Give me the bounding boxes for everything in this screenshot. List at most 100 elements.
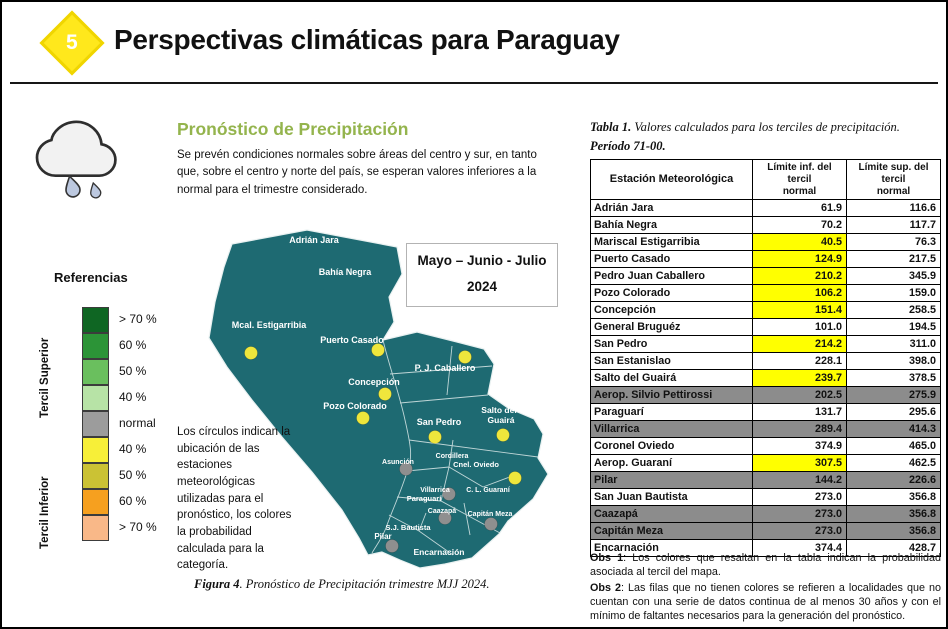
lower-limit-cell: 144.2 xyxy=(752,471,847,490)
station-marker-yellow xyxy=(496,428,510,442)
lower-limit-cell: 124.9 xyxy=(752,250,847,269)
obs2-text: : Las filas que no tienen colores se ref… xyxy=(590,581,941,623)
legend-swatch xyxy=(82,514,109,541)
upper-limit-cell: 159.0 xyxy=(846,284,941,303)
lower-limit-cell: 151.4 xyxy=(752,301,847,320)
station-marker-yellow xyxy=(428,430,442,444)
forecast-description: Se prevén condiciones normales sobre áre… xyxy=(177,149,537,196)
station-name-cell: General Bruguéz xyxy=(590,318,753,337)
lower-limit-cell: 214.2 xyxy=(752,335,847,354)
legend-item: 60 % xyxy=(82,488,157,515)
country-outline xyxy=(208,229,549,569)
department-boundary xyxy=(408,439,539,458)
lower-limit-cell: 70.2 xyxy=(752,216,847,235)
section-badge: 5 xyxy=(39,10,105,76)
legend-item: 60 % xyxy=(82,332,157,359)
table-header-row: Estación Meteorológica Límite inf. del t… xyxy=(590,158,941,201)
station-marker-yellow xyxy=(458,350,472,364)
map-label: Salto del xyxy=(481,405,516,415)
lower-limit-cell: 273.0 xyxy=(752,522,847,541)
legend-swatch xyxy=(82,410,109,437)
lower-limit-cell: 210.2 xyxy=(752,267,847,286)
upper-limit-header-line2: normal xyxy=(876,185,911,197)
department-boundary xyxy=(448,439,454,468)
station-name-cell: San Pedro xyxy=(590,335,753,354)
table-row: Adrián Jara 61.9 116.6 xyxy=(590,199,941,218)
station-marker-gray xyxy=(385,539,399,553)
lower-limit-cell: 106.2 xyxy=(752,284,847,303)
cloud-shape xyxy=(35,120,117,178)
department-boundary xyxy=(446,345,453,396)
map-stations xyxy=(244,343,522,553)
table-row: Aerop. Guaraní 307.5 462.5 xyxy=(590,454,941,473)
table-row: General Bruguéz 101.0 194.5 xyxy=(590,318,941,337)
legend-item: normal xyxy=(82,410,157,437)
table-row: Mariscal Estigarribia 40.5 76.3 xyxy=(590,233,941,252)
legend-item: > 70 % xyxy=(82,514,157,541)
map-label: Puerto Casado xyxy=(320,335,384,345)
lower-limit-cell: 273.0 xyxy=(752,505,847,524)
lower-limit-cell: 202.5 xyxy=(752,386,847,405)
station-name-cell: Encarnación xyxy=(590,539,753,558)
table-row: Aerop. Silvio Pettirossi 202.5 275.9 xyxy=(590,386,941,405)
table-number: Tabla 1. xyxy=(590,120,632,134)
legend-label: 50 % xyxy=(119,364,147,378)
upper-limit-cell: 226.6 xyxy=(846,471,941,490)
station-name-cell: Pozo Colorado xyxy=(590,284,753,303)
upper-limit-cell: 428.7 xyxy=(846,539,941,558)
map-label: Adrián Jara xyxy=(289,235,340,245)
station-name-cell: San Estanislao xyxy=(590,352,753,371)
upper-limit-cell: 311.0 xyxy=(846,335,941,354)
lower-limit-cell: 374.9 xyxy=(752,437,847,456)
obs1-label: Obs 1 xyxy=(590,552,624,564)
table-row: Pozo Colorado 106.2 159.0 xyxy=(590,284,941,303)
table-title-text: Valores calculados para los terciles de … xyxy=(631,120,900,134)
period-box: Mayo – Junio - Julio 2024 xyxy=(406,243,558,307)
upper-limit-cell: 295.6 xyxy=(846,403,941,422)
table-row: Capitán Meza 273.0 356.8 xyxy=(590,522,941,541)
station-marker-yellow xyxy=(508,471,522,485)
station-marker-gray xyxy=(399,462,413,476)
forecast-heading: Pronóstico de Precipitación xyxy=(177,119,409,139)
figure-number: Figura 4 xyxy=(194,577,240,591)
upper-limit-cell: 345.9 xyxy=(846,267,941,286)
legend-swatch xyxy=(82,332,109,359)
lower-limit-cell: 239.7 xyxy=(752,369,847,388)
page-title: Perspectivas climáticas para Paraguay xyxy=(114,24,620,55)
legend-title: Referencias xyxy=(54,270,128,285)
station-name-cell: Capitán Meza xyxy=(590,522,753,541)
table-row: Pedro Juan Caballero 210.2 345.9 xyxy=(590,267,941,286)
lower-limit-cell: 289.4 xyxy=(752,420,847,439)
station-marker-gray xyxy=(442,487,456,501)
legend-item: > 70 % xyxy=(82,306,157,333)
table-row: Pilar 144.2 226.6 xyxy=(590,471,941,490)
upper-limit-cell: 465.0 xyxy=(846,437,941,456)
figure-caption: Figura 4. Pronóstico de Precipitación tr… xyxy=(194,577,574,592)
obs1-text: : Los colores que resaltan en la tabla i… xyxy=(590,552,941,579)
paraguay-map: Adrián Jara Bahía Negra Mcal. Estigarribia… xyxy=(208,229,549,569)
raindrop-icon xyxy=(90,181,102,199)
department-boundary xyxy=(463,502,471,536)
station-name-cell: Concepción xyxy=(590,301,753,320)
lower-limit-cell: 40.5 xyxy=(752,233,847,252)
table-row: Coronel Oviedo 374.9 465.0 xyxy=(590,437,941,456)
table-row: San Pedro 214.2 311.0 xyxy=(590,335,941,354)
table-period: Período 71-00. xyxy=(590,139,666,153)
legend-swatch xyxy=(82,488,109,515)
table-row: Encarnación 374.4 428.7 xyxy=(590,539,941,558)
map-label: Bahía Negra xyxy=(319,267,373,277)
legend-label: > 70 % xyxy=(119,520,157,534)
map-label: Cnel. Oviedo xyxy=(453,460,499,469)
map-label: C. L. Guaraní xyxy=(466,487,511,494)
station-name-cell: Adrián Jara xyxy=(590,199,753,218)
station-name-cell: San Juan Bautista xyxy=(590,488,753,507)
upper-limit-cell: 398.0 xyxy=(846,352,941,371)
lower-limit-cell: 101.0 xyxy=(752,318,847,337)
upper-limit-cell: 378.5 xyxy=(846,369,941,388)
period-year: 2024 xyxy=(466,279,498,294)
table-row: San Estanislao 228.1 398.0 xyxy=(590,352,941,371)
station-name-cell: Puerto Casado xyxy=(590,250,753,269)
map-labels: Adrián Jara Bahía Negra Mcal. Estigarribia… xyxy=(232,235,517,557)
station-marker-yellow xyxy=(371,343,385,357)
table-row: Salto del Guairá 239.7 378.5 xyxy=(590,369,941,388)
